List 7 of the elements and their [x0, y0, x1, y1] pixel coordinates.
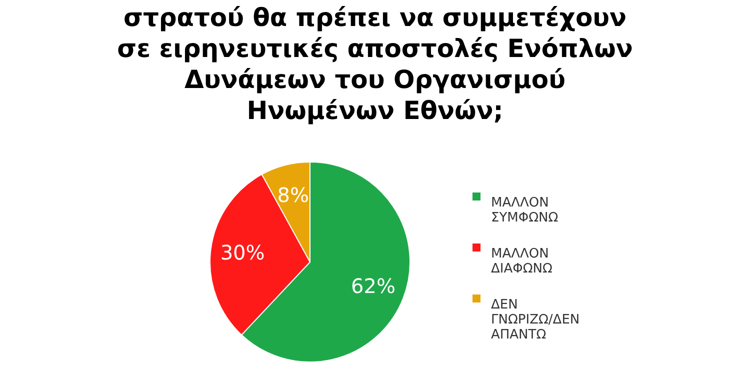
legend-label: ΜΑΛΛΟΝ ΔΙΑΦΩΝΩ — [491, 246, 553, 276]
chart-title: στρατού θα πρέπει να συμμετέχουν σε ειρηνευτικές αποστολές Ενόπλων Δυνάμεων του Οργανισμού Ηνωμένων Εθνών; — [117, 3, 633, 125]
data-label: 30% — [220, 240, 265, 264]
data-label: 8% — [277, 183, 309, 208]
legend-label: ΜΑΛΛΟΝ ΣΥΜΦΩΝΩ — [491, 196, 558, 226]
legend-label: ΔΕΝ ΓΝΩΡΙΖΩ/ΔΕΝ ΑΠΑΝΤΩ — [491, 298, 580, 342]
data-label: 62% — [351, 274, 396, 298]
